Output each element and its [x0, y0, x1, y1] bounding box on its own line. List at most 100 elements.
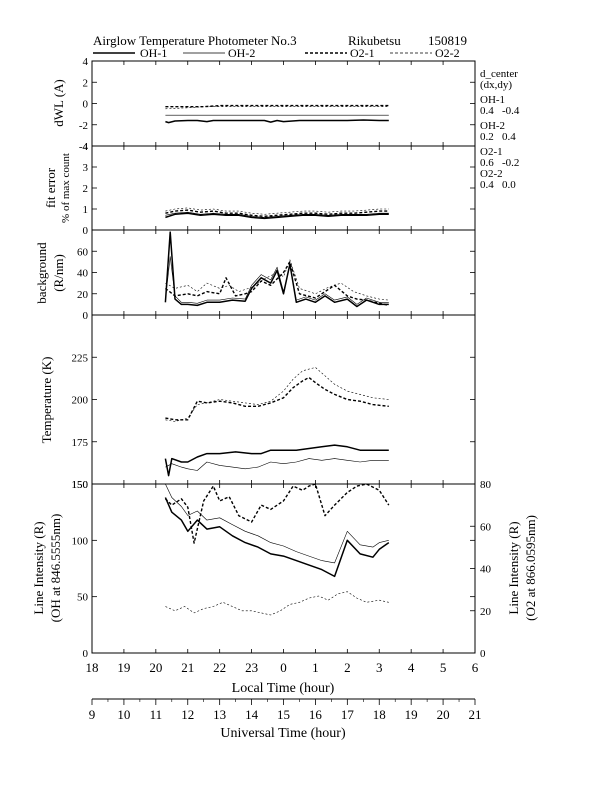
dwl-series-o21: [165, 104, 389, 108]
dwl-ytick-label: 0: [83, 99, 89, 111]
side-info-o22-name: O2-2: [480, 168, 503, 180]
legend-label-o21: O2-1: [350, 46, 375, 60]
side-info-oh2-values: 0.2 0.4: [480, 131, 516, 143]
background-ytick-label: 0: [83, 310, 89, 322]
intensity-y2label: Line Intensity (R): [506, 521, 521, 614]
intensity-y2tick-label: 60: [480, 521, 492, 533]
local-tick-label: 23: [245, 660, 258, 675]
station-name: Rikubetsu: [348, 33, 401, 48]
background-series-oh2: [165, 256, 389, 305]
panel-temperature: 150 175 200 225: [72, 314, 476, 491]
fit_error-ytick-label: 2: [83, 183, 89, 195]
dwl-ytick-label: -2: [79, 120, 88, 132]
dwl-ytick-label: -4: [79, 141, 89, 153]
universal-tick-label: 10: [117, 707, 130, 722]
local-tick-label: 0: [280, 660, 287, 675]
temperature-series-oh2: [165, 458, 389, 471]
dwl-ylabel: dWL (A): [51, 79, 66, 127]
dwl-ytick-label: 4: [83, 56, 89, 68]
panel-background: 0 20 40 60: [77, 229, 476, 322]
temperature-ytick-label: 150: [72, 479, 89, 491]
background-ylabel2: (R/nm): [51, 254, 66, 292]
side-info: d_center (dx,dy) OH-1 0.4 -0.4 OH-2 0.2 …: [480, 68, 520, 191]
date-label: 150819: [428, 33, 467, 48]
dwl-frame: [91, 60, 476, 147]
chart-title: Airglow Temperature Photometer No.3: [93, 33, 297, 48]
universal-tick-label: 21: [469, 707, 482, 722]
intensity-series-o21: [164, 483, 390, 544]
background-series-o21: [164, 261, 389, 307]
local-tick-label: 21: [181, 660, 194, 675]
intensity-ylabel2: (OH at 846.5555nm): [48, 514, 63, 623]
side-info-subheading: (dx,dy): [480, 79, 512, 91]
intensity-ylabel: Line Intensity (R): [31, 521, 46, 614]
local-tick-label: 18: [86, 660, 99, 675]
fit_error-ytick-label: 0: [83, 225, 89, 237]
temperature-series-o22: [165, 367, 389, 422]
background-ytick-label: 40: [77, 268, 89, 280]
dwl-ytick-label: 2: [83, 77, 89, 89]
panel-intensity: 0 50 100 150 0 20 40 60 80: [72, 479, 492, 660]
local-tick-label: 2: [344, 660, 351, 675]
intensity-ytick-label: 150: [72, 479, 89, 491]
universal-tick-label: 20: [437, 707, 450, 722]
intensity-series-oh2: [165, 483, 389, 564]
temperature-series-oh1: [164, 444, 389, 477]
universal-tick-label: 13: [213, 707, 226, 722]
side-info-o21-values: 0.6 -0.2: [480, 157, 519, 169]
intensity-ytick-label: 50: [77, 592, 89, 604]
plot-layer: -4-2024012340204060150175200225050100150…: [72, 56, 492, 722]
temperature-ylabel: Temperature (K): [39, 357, 54, 444]
intensity-y2label2: (O2 at 866.0595nm): [523, 515, 538, 621]
intensity-y2tick-label: 40: [480, 564, 492, 576]
legend: OH-1 OH-2 O2-1 O2-2: [93, 46, 460, 60]
side-info-o21-name: O2-1: [480, 146, 503, 158]
panel-ylabels: dWL (A) fit error % of max count backgro…: [31, 79, 538, 622]
side-info-heading: d_center: [480, 68, 518, 80]
universal-time-label: Universal Time (hour): [220, 726, 346, 741]
local-tick-label: 5: [440, 660, 447, 675]
fit_error-series-o21: [165, 209, 389, 218]
legend-label-oh2: OH-2: [228, 46, 255, 60]
local-tick-label: 19: [117, 660, 130, 675]
universal-tick-label: 12: [181, 707, 194, 722]
background-ytick-label: 20: [77, 289, 89, 301]
side-info-oh2-name: OH-2: [480, 120, 505, 132]
intensity-ytick-label: 100: [72, 535, 89, 547]
intensity-y2tick-label: 20: [480, 606, 492, 618]
universal-tick-label: 16: [309, 707, 323, 722]
fit-error-ylabel: fit error: [43, 167, 58, 208]
temperature-ytick-label: 225: [72, 352, 89, 364]
temperature-ytick-label: 200: [72, 395, 89, 407]
intensity-frame: [91, 483, 476, 654]
local-tick-label: 20: [149, 660, 162, 675]
panel-fit_error: 0 1 2 3 4: [83, 141, 476, 237]
local-tick-label: 4: [408, 660, 415, 675]
universal-tick-label: 18: [373, 707, 386, 722]
dwl-series-o22: [165, 106, 389, 110]
side-info-oh1-values: 0.4 -0.4: [480, 105, 520, 117]
fit_error-series-oh1: [165, 212, 389, 220]
legend-label-o22: O2-2: [435, 46, 460, 60]
dwl-series-oh1: [165, 119, 389, 124]
fit_error-series-o22: [165, 207, 389, 215]
local-time-label: Local Time (hour): [232, 681, 335, 696]
panel-dwl: -4 -2 0 2 4: [79, 56, 476, 153]
fit_error-ytick-label: 3: [83, 162, 89, 174]
local-tick-label: 22: [213, 660, 226, 675]
intensity-ytick-label: 0: [83, 648, 89, 660]
universal-tick-label: 9: [89, 707, 96, 722]
background-ylabel: background: [34, 242, 49, 304]
universal-tick-label: 17: [341, 707, 355, 722]
universal-tick-label: 11: [150, 707, 163, 722]
universal-tick-label: 15: [277, 707, 290, 722]
fit-error-ylabel2: % of max count: [60, 153, 72, 223]
fit_error-ytick-label: 1: [83, 204, 89, 216]
temperature-frame: [91, 314, 476, 485]
intensity-series-o22: [165, 591, 389, 616]
universal-tick-label: 19: [405, 707, 418, 722]
background-ytick-label: 60: [77, 246, 89, 258]
fit_error-ytick-label: 4: [83, 141, 89, 153]
